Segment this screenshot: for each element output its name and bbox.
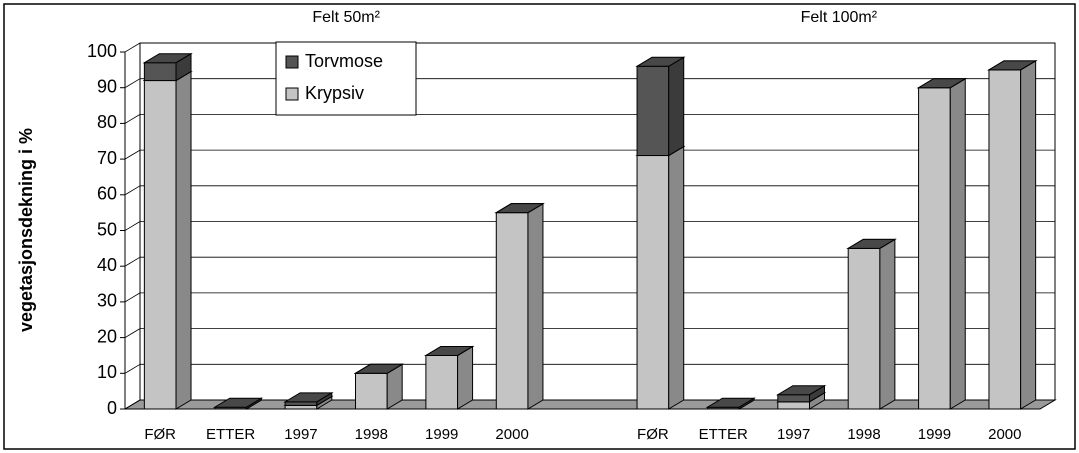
bar	[143, 80, 177, 410]
x-tick-label: FØR	[637, 426, 669, 443]
bar-side	[668, 56, 685, 157]
grid-line	[124, 78, 141, 89]
grid-line	[124, 42, 141, 53]
x-tick-label: 1999	[918, 426, 951, 443]
bar-side	[879, 238, 896, 410]
legend: Torvmose Krypsiv	[275, 41, 417, 116]
bar	[636, 155, 670, 410]
bar-side	[175, 70, 192, 410]
bar-top	[353, 363, 404, 374]
bar-top	[846, 238, 897, 249]
bar-top	[283, 392, 334, 403]
floor	[123, 399, 1057, 410]
grid-line	[124, 114, 141, 124]
y-tick-label: 100	[87, 41, 117, 61]
grid-line	[124, 363, 141, 374]
y-tick-label: 90	[97, 76, 117, 96]
bar	[777, 394, 810, 403]
bar	[284, 404, 318, 410]
x-tick-label: 1998	[847, 426, 880, 443]
x-tick-label: 1998	[355, 426, 388, 443]
x-tick-label: ETTER	[206, 426, 255, 443]
y-tick-label: 10	[97, 362, 117, 382]
bar-top	[142, 53, 193, 64]
bar	[284, 401, 318, 406]
grid-line	[124, 292, 141, 303]
y-axis-label: vegetasjonsdekning i %	[16, 128, 36, 332]
grid-line	[124, 399, 141, 410]
bar-top	[987, 60, 1038, 71]
legend-swatch	[285, 55, 299, 69]
x-tick-label: 2000	[988, 426, 1021, 443]
bar-top	[635, 56, 686, 67]
annotation: Felt 50m²	[312, 9, 380, 26]
bar-top	[212, 397, 264, 408]
grid-line	[124, 149, 141, 160]
bar	[355, 372, 388, 410]
y-tick-label: 50	[97, 219, 117, 239]
bar-top	[494, 203, 545, 214]
bar	[918, 87, 951, 410]
grid-line	[124, 221, 141, 231]
bar-side	[1020, 59, 1037, 410]
y-tick-label: 40	[97, 255, 117, 275]
grid-line	[124, 185, 141, 196]
grid-line	[124, 256, 141, 267]
legend-label: Torvmose	[305, 51, 383, 71]
bar	[636, 65, 670, 157]
legend-box	[275, 41, 417, 116]
y-tick-label: 80	[97, 112, 117, 132]
y-tick-label: 60	[97, 184, 117, 204]
x-tick-label: 2000	[495, 426, 528, 443]
bar	[847, 247, 881, 410]
x-tick-label: ETTER	[699, 426, 748, 443]
bar	[425, 354, 459, 410]
x-tick-label: 1999	[425, 426, 458, 443]
bar-side	[668, 145, 685, 410]
x-tick-label: 1997	[777, 426, 810, 443]
bar-side	[527, 202, 544, 410]
grid-line	[124, 328, 141, 338]
bar-side	[949, 77, 966, 410]
bar-top	[424, 345, 475, 356]
bar	[988, 69, 1022, 410]
bar-top	[916, 78, 968, 89]
bar	[495, 212, 529, 410]
x-tick-label: FØR	[144, 426, 176, 443]
y-tick-label: 70	[97, 148, 117, 168]
bar-top	[705, 397, 756, 408]
y-tick-label: 0	[107, 398, 117, 418]
bar-top	[776, 385, 827, 396]
y-tick-label: 30	[97, 291, 117, 311]
y-tick-label: 20	[97, 326, 117, 346]
legend-label: Krypsiv	[305, 83, 364, 103]
bar	[143, 62, 177, 82]
bar	[777, 401, 810, 410]
legend-swatch	[285, 87, 299, 101]
x-tick-label: 1997	[284, 426, 317, 443]
bar-side	[457, 345, 474, 410]
annotation: Felt 100m²	[801, 9, 878, 26]
